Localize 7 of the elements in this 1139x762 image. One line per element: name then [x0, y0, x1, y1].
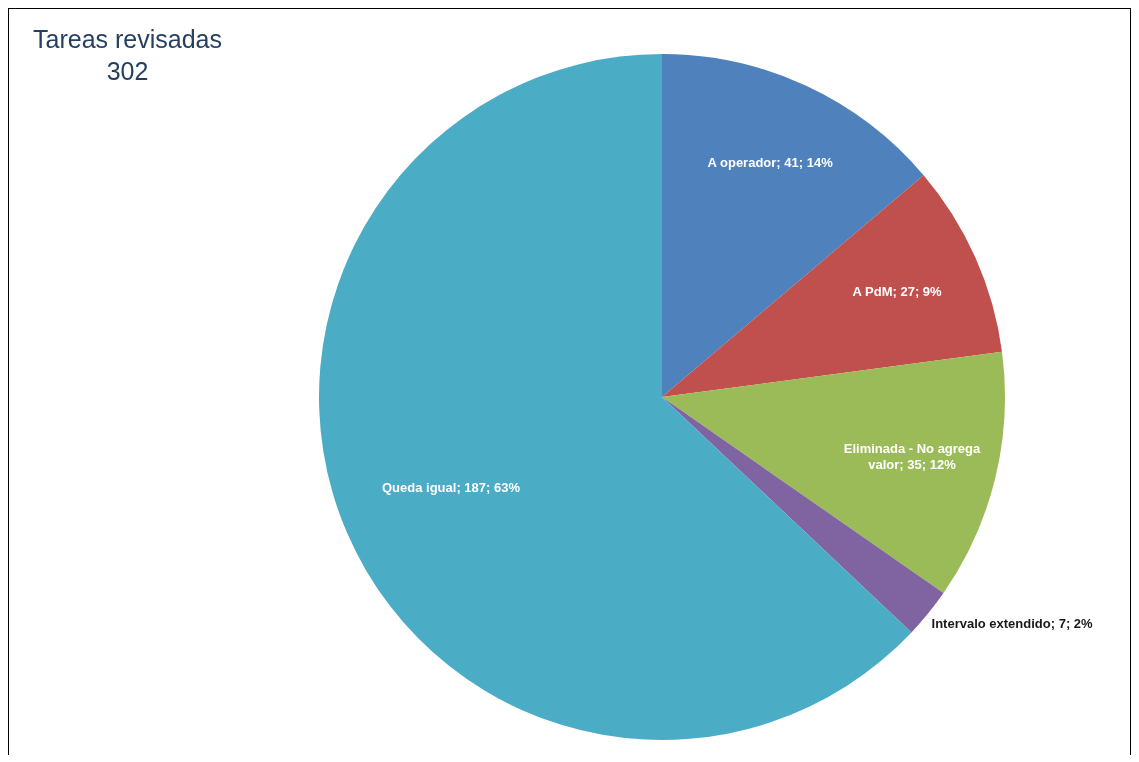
chart-title: Tareas revisadas [33, 24, 222, 55]
slice-label: A operador; 41; 14% [707, 155, 834, 171]
slice-label: Intervalo extendido; 7; 2% [931, 615, 1094, 631]
slice-label: A PdM; 27; 9% [852, 284, 943, 300]
slice-label: Queda igual; 187; 63% [381, 479, 521, 495]
chart-subtitle: 302 [105, 56, 150, 87]
slice-label: Eliminada - No agrega valor; 35; 12% [843, 441, 982, 473]
